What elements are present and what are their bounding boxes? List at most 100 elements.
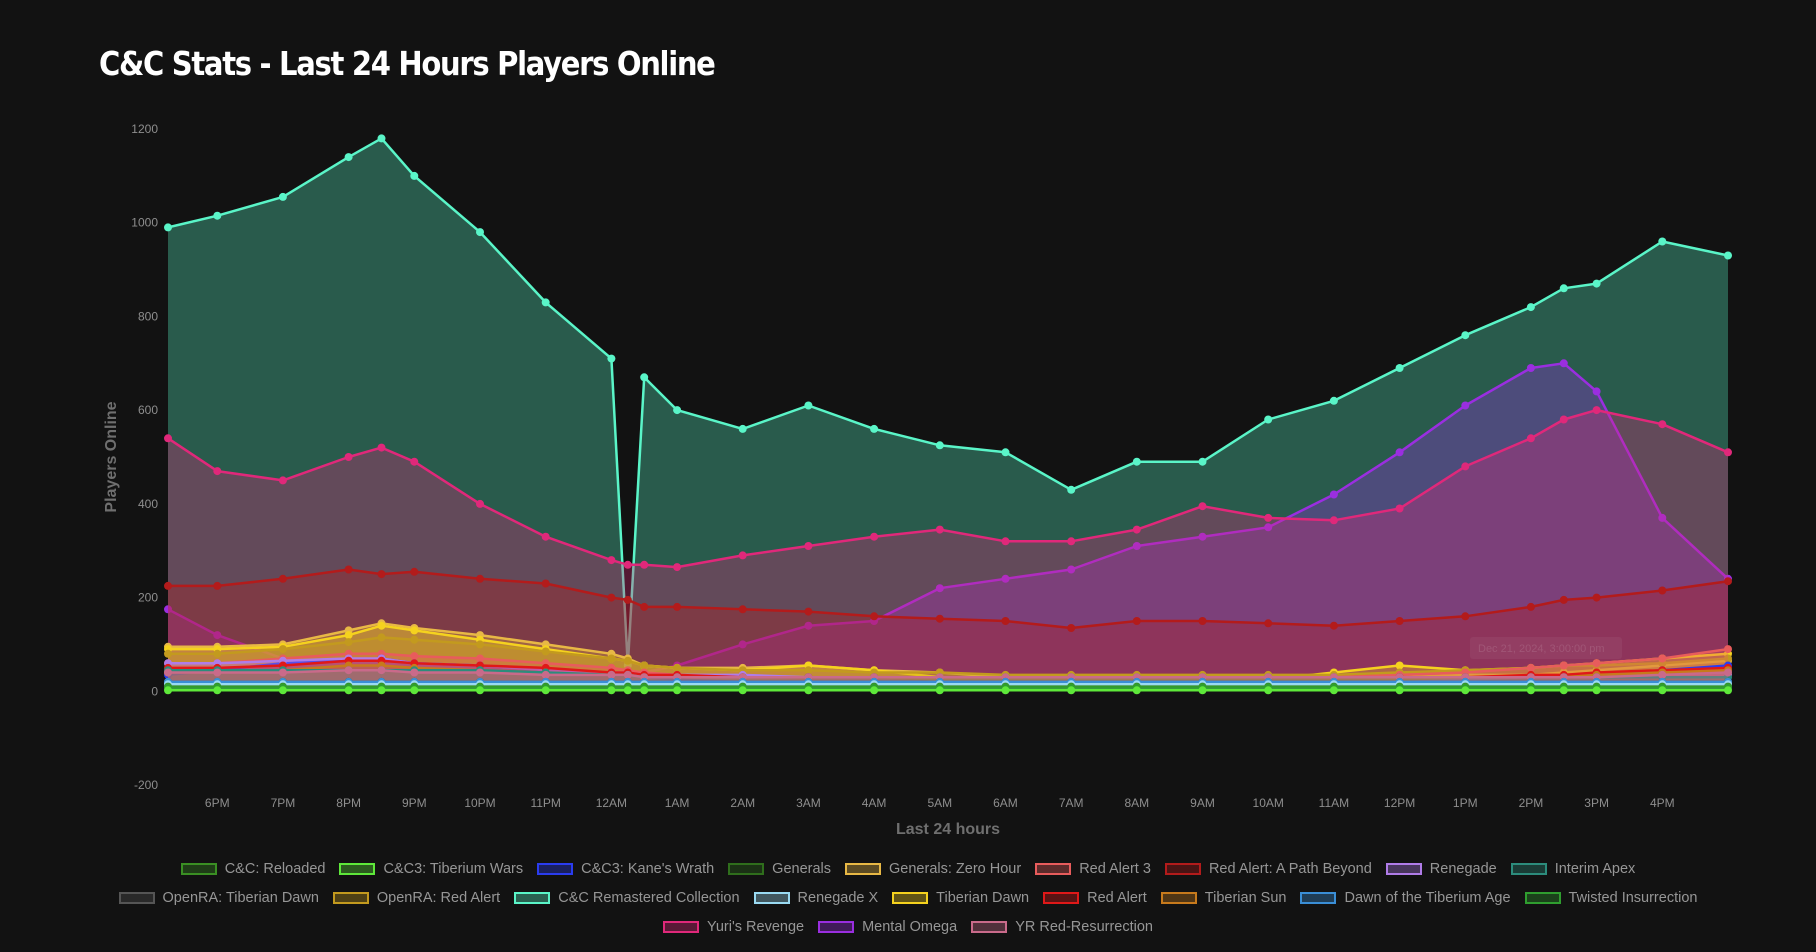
- legend-item-twisted-insurrection[interactable]: Twisted Insurrection: [1524, 889, 1698, 906]
- data-point: [1658, 586, 1667, 595]
- data-point: [607, 354, 616, 363]
- data-point: [623, 560, 632, 569]
- legend-item-dawn-of-the-tiberium-age[interactable]: Dawn of the Tiberium Age: [1300, 890, 1511, 906]
- data-point: [278, 476, 287, 485]
- legend-label: Generals: Zero Hour: [889, 860, 1022, 877]
- data-point: [213, 686, 222, 695]
- legend-item-generals-zero-hour[interactable]: Generals: Zero Hour: [845, 861, 1021, 877]
- legend-item-interim-apex[interactable]: Interim Apex: [1510, 861, 1635, 877]
- data-point: [213, 581, 222, 590]
- data-point: [1329, 396, 1338, 405]
- legend-item-yr-red-resurrection[interactable]: YR Red-Resurrection: [971, 919, 1153, 935]
- x-tick-label: 2PM: [1519, 796, 1544, 810]
- data-point: [344, 153, 353, 162]
- x-tick-label: 6PM: [205, 796, 230, 810]
- legend-swatch: [818, 920, 855, 933]
- data-point: [1724, 577, 1732, 586]
- legend-label: Renegade X: [797, 889, 879, 906]
- legend-label: Mental Omega: [862, 918, 958, 935]
- legend-item-yuri-s-revenge[interactable]: Yuri's Revenge: [663, 919, 804, 935]
- legend-row: OpenRA: Tiberian Dawn OpenRA: Red Alert C&…: [50, 883, 1766, 912]
- y-tick-label: 200: [138, 591, 158, 605]
- page-title: C&C Stats - Last 24 Hours Players Online: [99, 44, 716, 83]
- data-point: [673, 602, 682, 611]
- data-point: [1526, 303, 1535, 312]
- legend-item-openra-tiberian-dawn[interactable]: OpenRA: Tiberian Dawn: [118, 890, 319, 906]
- legend-item-c-c3-tiberium-wars[interactable]: C&C3: Tiberium Wars: [339, 861, 523, 877]
- legend-item-c-c3-kane-s-wrath[interactable]: C&C3: Kane's Wrath: [537, 861, 714, 877]
- data-point: [1198, 686, 1207, 695]
- data-point: [935, 614, 944, 623]
- tooltip-background: [1470, 637, 1622, 659]
- legend-item-openra-red-alert[interactable]: OpenRA: Red Alert: [332, 889, 501, 906]
- legend-label: Yuri's Revenge: [707, 918, 805, 935]
- data-point: [1198, 457, 1207, 466]
- x-tick-label: 12PM: [1384, 796, 1415, 810]
- data-point: [344, 631, 353, 640]
- data-point: [410, 686, 419, 695]
- data-point: [1395, 661, 1404, 670]
- data-point: [607, 670, 616, 679]
- legend-item-renegade[interactable]: Renegade: [1385, 861, 1497, 877]
- x-tick-label: 9AM: [1190, 796, 1215, 810]
- data-point: [1559, 284, 1568, 293]
- legend-label: Generals: [772, 860, 832, 877]
- data-point: [1001, 448, 1010, 457]
- data-point: [410, 457, 419, 466]
- legend-swatch: [892, 891, 929, 904]
- data-point: [1724, 251, 1732, 260]
- data-point: [377, 570, 386, 579]
- series-c-c3-tiberium-wars: [164, 686, 1732, 695]
- data-point: [377, 621, 386, 630]
- tooltip-text: Dec 21, 2024, 3:00:00 pm: [1478, 643, 1605, 655]
- data-point: [1461, 331, 1470, 340]
- x-tick-label: 4PM: [1650, 796, 1675, 810]
- x-tick-label: 2AM: [730, 796, 755, 810]
- legend-item-mental-omega[interactable]: Mental Omega: [818, 919, 957, 935]
- data-point: [1658, 654, 1667, 663]
- x-tick-label: 12AM: [596, 796, 627, 810]
- legend-label: OpenRA: Red Alert: [376, 889, 501, 906]
- data-point: [607, 556, 616, 565]
- legend-swatch: [537, 862, 574, 875]
- legend-swatch: [180, 862, 217, 875]
- data-point: [213, 211, 222, 220]
- x-tick-label: 5AM: [927, 796, 952, 810]
- legend-item-tiberian-dawn[interactable]: Tiberian Dawn: [892, 890, 1029, 906]
- series-area-yuri-s-revenge: [168, 410, 1728, 692]
- data-point: [623, 686, 632, 695]
- x-tick-label: 9PM: [402, 796, 427, 810]
- data-point: [278, 192, 287, 201]
- legend-item-red-alert[interactable]: Red Alert: [1043, 890, 1147, 906]
- legend-row: Yuri's Revenge Mental Omega YR Red-Resurre…: [50, 912, 1766, 941]
- legend-item-c-c-reloaded[interactable]: C&C: Reloaded: [180, 861, 325, 877]
- data-point: [476, 654, 484, 663]
- data-point: [164, 649, 172, 658]
- legend-item-tiberian-sun[interactable]: Tiberian Sun: [1160, 890, 1286, 906]
- x-tick-label: 11AM: [1319, 796, 1349, 810]
- legend-item-renegade-x[interactable]: Renegade X: [753, 889, 879, 906]
- data-point: [410, 626, 419, 635]
- data-point: [1526, 686, 1535, 695]
- data-point: [623, 670, 632, 679]
- data-point: [804, 686, 813, 695]
- series-area-red-alert-a-path-beyond: [168, 569, 1728, 692]
- legend-item-c-c-remastered-collection[interactable]: C&C Remastered Collection: [514, 890, 740, 906]
- data-point: [1395, 504, 1404, 513]
- y-tick-label: 1200: [131, 122, 158, 136]
- data-point: [278, 686, 287, 695]
- data-point: [1132, 686, 1141, 695]
- data-point: [1461, 401, 1470, 410]
- data-point: [870, 686, 879, 695]
- legend-item-red-alert-3[interactable]: Red Alert 3: [1035, 861, 1151, 877]
- data-point: [935, 525, 944, 534]
- data-point: [1132, 617, 1141, 625]
- legend-label: Twisted Insurrection: [1568, 889, 1698, 906]
- data-point: [804, 607, 813, 616]
- legend-item-generals[interactable]: Generals: [728, 861, 831, 877]
- data-point: [738, 605, 747, 614]
- legend-item-red-alert-a-path-beyond[interactable]: Red Alert: A Path Beyond: [1164, 861, 1372, 877]
- data-point: [1461, 612, 1470, 621]
- data-point: [1329, 516, 1338, 525]
- data-point: [640, 686, 649, 695]
